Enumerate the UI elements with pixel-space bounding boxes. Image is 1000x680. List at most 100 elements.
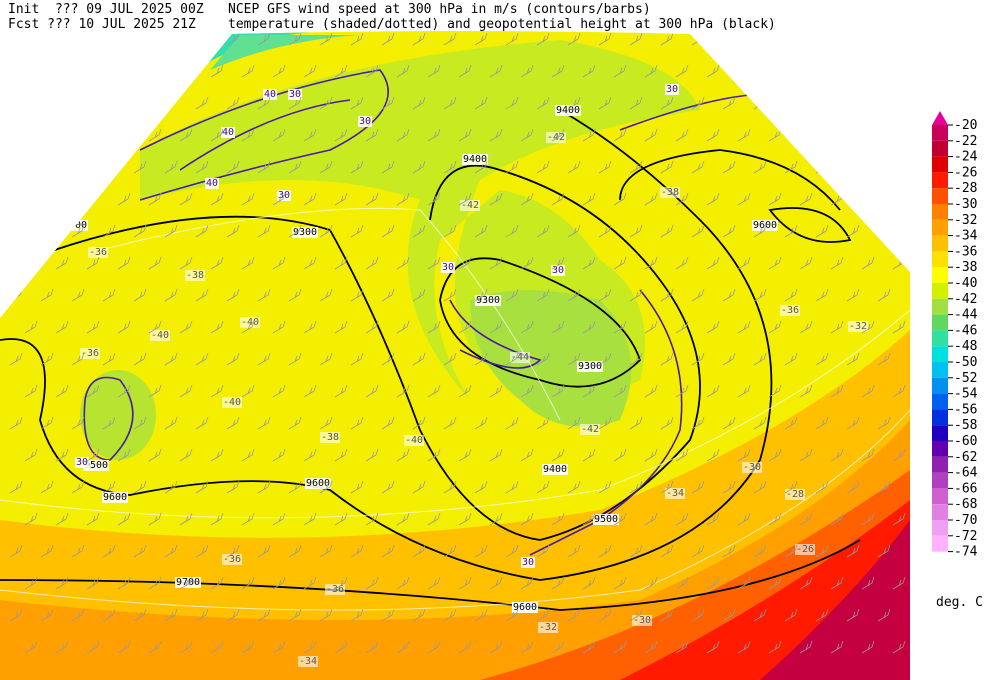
wind-barb	[520, 192, 534, 206]
wind-barb	[598, 416, 612, 430]
colorbar-label: -36	[954, 244, 977, 259]
wind-barb	[427, 64, 441, 78]
colorbar-swatch	[932, 472, 948, 489]
wind-barb	[148, 256, 162, 270]
wind-barb	[458, 576, 472, 590]
wind-barb	[536, 416, 550, 430]
wind-barb	[892, 192, 906, 206]
wind-barb	[722, 480, 736, 494]
label-background	[537, 622, 559, 633]
wind-barb	[830, 256, 844, 270]
wind-barb	[536, 352, 550, 366]
wind-barb	[210, 256, 224, 270]
temperature-isotherms	[0, 207, 910, 611]
init-label: Init ??? 09 JUL 2025 00Z	[8, 2, 204, 17]
wind-barb	[148, 320, 162, 334]
wind-barb	[598, 96, 612, 110]
wind-barb	[675, 512, 689, 526]
temp-label: -36	[89, 247, 107, 258]
colorbar-swatch	[932, 393, 948, 410]
colorbar-label: -46	[954, 323, 977, 338]
wind-barb	[148, 384, 162, 398]
wind-barb	[505, 96, 519, 110]
wind-barb	[443, 544, 457, 558]
wind-barb	[458, 128, 472, 142]
label-background	[262, 89, 278, 100]
temp-label: -36	[781, 305, 799, 316]
wind-barb	[737, 320, 751, 334]
wind-barb	[24, 576, 38, 590]
wind-barb	[520, 512, 534, 526]
wind-barb	[303, 320, 317, 334]
wind-barb	[195, 480, 209, 494]
colorbar-swatch	[932, 441, 948, 457]
colorbar-label: -66	[954, 481, 977, 496]
wind-barb	[784, 96, 798, 110]
wind-barb	[753, 480, 767, 494]
wind-barb	[117, 320, 131, 334]
colorbar-label: -68	[954, 497, 977, 512]
wind-barb	[815, 160, 829, 174]
label-background	[794, 544, 816, 555]
wind-barb	[830, 64, 844, 78]
wind-barb	[133, 160, 147, 174]
colorbar-swatch	[932, 172, 948, 189]
wind-barb	[288, 544, 302, 558]
wind-barb	[474, 96, 488, 110]
colorbar-swatch	[932, 188, 948, 204]
wind-barb	[877, 352, 891, 366]
wind-barb	[861, 576, 875, 590]
wind-barb	[474, 32, 488, 46]
wind-barb	[458, 320, 472, 334]
wind-barb	[443, 352, 457, 366]
wind-barb	[706, 512, 720, 526]
wind-barb	[117, 384, 131, 398]
wind-barb	[272, 576, 286, 590]
wind-barb	[102, 544, 116, 558]
wind-barb	[412, 288, 426, 302]
wind-barb	[24, 128, 38, 142]
colorbar-label: -64	[954, 466, 978, 481]
wind-barb	[536, 224, 550, 238]
wind-barb	[846, 96, 860, 110]
colorbar-swatch	[932, 204, 948, 220]
wind-barb	[722, 352, 736, 366]
wind-barb	[350, 480, 364, 494]
wind-barb	[350, 32, 364, 46]
wind-barb	[629, 416, 643, 430]
wind-barb	[768, 576, 782, 590]
label-background	[357, 116, 373, 127]
wind-barb	[319, 32, 333, 46]
wind-barb	[102, 608, 116, 622]
wind-barb	[55, 320, 69, 334]
wind-barb	[830, 320, 844, 334]
wind-barb	[582, 128, 596, 142]
wind-barb	[412, 32, 426, 46]
wind-barb	[9, 160, 23, 174]
temp-label: -36	[223, 554, 241, 565]
wind-barb	[427, 448, 441, 462]
wind-barb	[505, 352, 519, 366]
wind-barb	[877, 608, 891, 622]
wind-barb	[474, 608, 488, 622]
wind-barb	[117, 576, 131, 590]
wind-barb	[272, 640, 286, 654]
wind-barb	[784, 224, 798, 238]
wind-barb	[799, 128, 813, 142]
wind-barb	[582, 320, 596, 334]
wind-barb	[892, 576, 906, 590]
cool-band	[80, 370, 156, 460]
wind-barb	[722, 608, 736, 622]
wind-barb	[706, 576, 720, 590]
wind-barb	[133, 480, 147, 494]
wind-contours	[83, 69, 751, 556]
wind-barb	[675, 640, 689, 654]
height-label: 9600	[306, 478, 330, 489]
wind-barb	[489, 384, 503, 398]
wind-barb	[86, 448, 100, 462]
label-background	[101, 492, 129, 503]
wind-barb	[71, 288, 85, 302]
wind-barb	[55, 384, 69, 398]
wind-barb	[861, 256, 875, 270]
wind-barb	[675, 64, 689, 78]
